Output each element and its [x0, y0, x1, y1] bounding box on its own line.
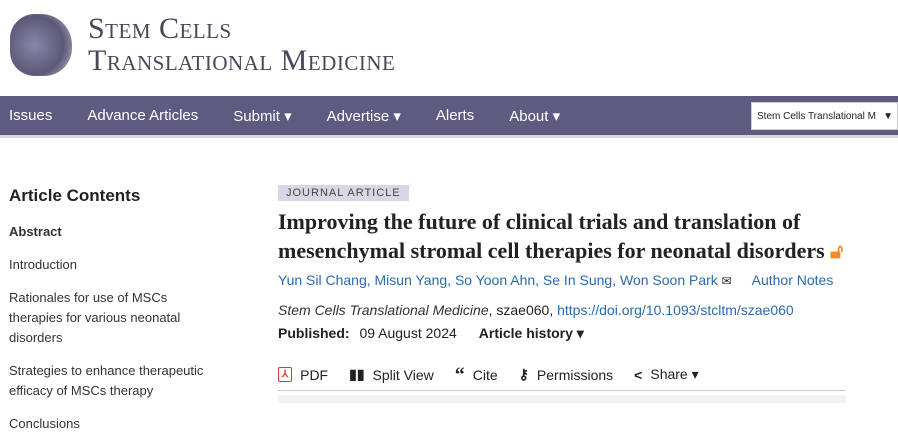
pdf-label: PDF [300, 366, 329, 383]
split-view-button[interactable]: ▮▮ Split View [349, 366, 434, 383]
nav-advance-articles[interactable]: Advance Articles [87, 107, 199, 124]
article-id: , szae060, [488, 302, 558, 318]
nav-issues[interactable]: Issues [9, 107, 53, 124]
content-bar [278, 395, 846, 403]
pdf-icon: ⅄ [278, 367, 293, 382]
share-label: Share ▾ [650, 366, 699, 382]
author-list: Yun Sil Chang, Misun Yang, So Yoon Ahn, … [278, 272, 834, 288]
journal-select[interactable]: Stem Cells Translational M ▼ [751, 102, 898, 130]
nav-about[interactable]: About ▾ [509, 107, 561, 125]
logo-line2: Translational Medicine [88, 44, 396, 77]
author-link[interactable]: So Yoon Ahn [454, 272, 536, 288]
split-view-label: Split View [372, 366, 434, 383]
article-type-badge: JOURNAL ARTICLE [278, 185, 409, 201]
author-notes-link[interactable]: Author Notes [751, 272, 834, 288]
key-icon: ⚷ [518, 366, 529, 382]
journal-select-value: Stem Cells Translational M [757, 110, 876, 122]
toc-rationales[interactable]: Rationales for use of MSCs therapies for… [9, 290, 181, 345]
article-contents-title: Article Contents [9, 186, 141, 205]
article-contents: Article Contents Abstract Introduction R… [9, 186, 209, 447]
article-history-toggle[interactable]: Article history ▾ [478, 325, 584, 341]
quote-icon: “ [454, 363, 465, 386]
author-link[interactable]: Se In Sung [542, 272, 613, 288]
citation-line: Stem Cells Translational Medicine, szae0… [278, 302, 848, 318]
nav-submit[interactable]: Submit ▾ [233, 107, 292, 125]
journal-logo[interactable]: Stem Cells Translational Medicine [10, 14, 395, 76]
published-date: 09 August 2024 [359, 325, 457, 341]
toc-introduction[interactable]: Introduction [9, 257, 77, 272]
toc-conclusions[interactable]: Conclusions [9, 416, 80, 431]
author-link[interactable]: Won Soon Park [619, 272, 718, 288]
logo-line1: Stem Cells [88, 12, 232, 45]
permissions-label: Permissions [536, 366, 614, 383]
nav-alerts[interactable]: Alerts [435, 107, 475, 124]
split-view-icon: ▮▮ [349, 366, 365, 382]
pdf-button[interactable]: ⅄ PDF [278, 367, 328, 383]
article-title-text: Improving the future of clinical trials … [278, 209, 825, 263]
toc-abstract[interactable]: Abstract [9, 224, 62, 239]
chevron-down-icon: ▼ [883, 110, 893, 122]
author-link[interactable]: Misun Yang [374, 272, 448, 288]
logo-image [10, 14, 72, 76]
author-link[interactable]: Yun Sil Chang [278, 272, 367, 288]
share-icon: < [634, 366, 643, 383]
cite-button[interactable]: “ Cite [454, 363, 498, 386]
cite-label: Cite [472, 366, 498, 383]
publication-info: Published: 09 August 2024 Article history… [278, 325, 848, 342]
permissions-button[interactable]: ⚷ Permissions [519, 366, 614, 383]
published-label: Published: [278, 325, 350, 341]
toc-strategies[interactable]: Strategies to enhance therapeutic effica… [9, 363, 204, 398]
article-title: Improving the future of clinical trials … [278, 207, 848, 267]
share-button[interactable]: < Share ▾ [634, 366, 698, 383]
article-toolbar: ⅄ PDF ▮▮ Split View “ Cite ⚷ Permissions < Sh… [278, 363, 846, 391]
doi-link[interactable]: https://doi.org/10.1093/stcltm/szae060 [557, 302, 794, 318]
article-header: JOURNAL ARTICLE Improving the future of … [278, 183, 848, 403]
nav-advertise[interactable]: Advertise ▾ [326, 107, 401, 125]
main-nav: Issues Advance Articles Submit ▾ Adverti… [0, 96, 898, 138]
journal-name: Stem Cells Translational Medicine [278, 302, 489, 318]
envelope-icon[interactable]: ✉ [721, 274, 732, 288]
open-access-icon: 🔓︎ [830, 241, 844, 263]
